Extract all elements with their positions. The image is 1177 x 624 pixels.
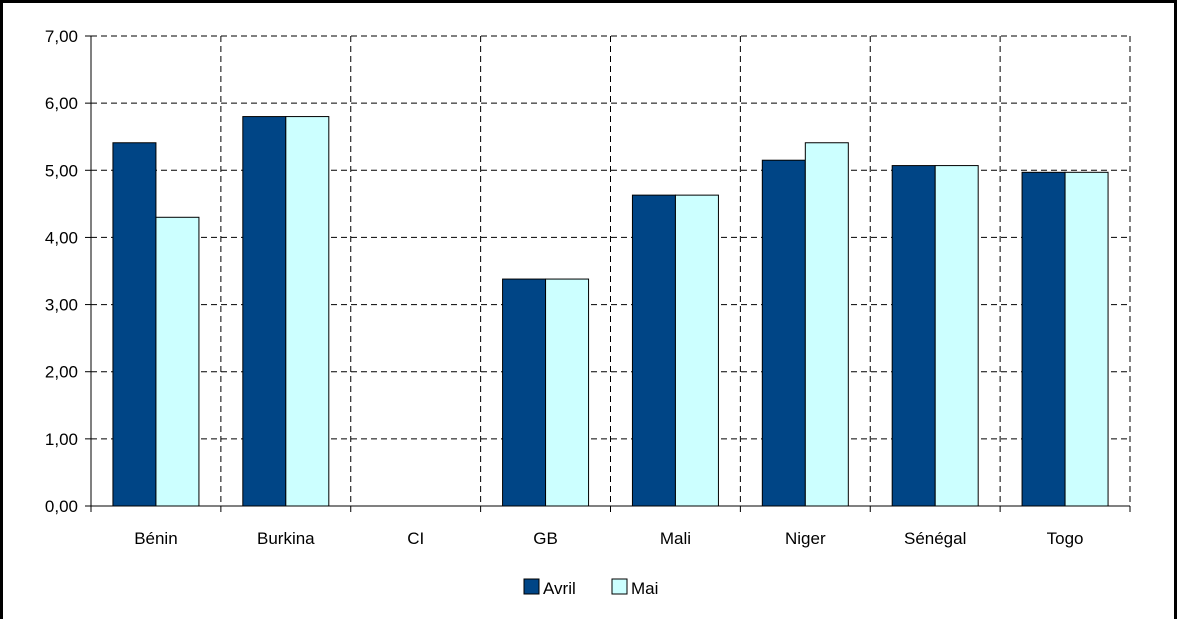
- bar-mai-6: [934, 165, 979, 507]
- x-category-label: Sénégal: [904, 529, 966, 548]
- bar-mai-0: [155, 216, 200, 507]
- bar-avril-3: [502, 278, 547, 507]
- x-category-label: Niger: [785, 529, 826, 548]
- x-category-label: Burkina: [257, 529, 315, 548]
- x-category-label: Bénin: [134, 529, 177, 548]
- bar-avril-6: [891, 165, 936, 507]
- bar-avril-7: [1021, 171, 1066, 507]
- y-tick-label: 3,00: [45, 296, 78, 315]
- legend-swatch-mai: [611, 578, 628, 595]
- legend: Avril Mai: [523, 578, 658, 598]
- y-axis-ticks: 0,00 1,00 2,00 3,00 4,00 5,00 6,00 7,00: [45, 27, 91, 516]
- bar-avril-0: [112, 142, 157, 507]
- x-category-label: CI: [407, 529, 424, 548]
- x-category-label: Togo: [1047, 529, 1084, 548]
- y-tick-label: 2,00: [45, 363, 78, 382]
- bars: [112, 116, 1109, 507]
- bar-avril-4: [631, 194, 676, 507]
- y-tick-label: 7,00: [45, 27, 78, 46]
- y-tick-label: 0,00: [45, 497, 78, 516]
- x-category-label: GB: [533, 529, 558, 548]
- bar-mai-4: [674, 194, 719, 507]
- bar-avril-1: [242, 116, 287, 507]
- y-tick-label: 6,00: [45, 94, 78, 113]
- x-axis-ticks: [90, 506, 1131, 512]
- bar-mai-5: [804, 142, 849, 507]
- bar-chart: 0,00 1,00 2,00 3,00 4,00 5,00 6,00 7,00 Bénin Bur…: [45, 27, 1131, 598]
- y-tick-label: 1,00: [45, 430, 78, 449]
- bar-mai-1: [285, 116, 330, 507]
- x-axis-labels: Bénin Burkina CI GB Mali Niger Sénégal Togo: [134, 529, 1083, 548]
- x-category-label: Mali: [660, 529, 691, 548]
- bar-mai-7: [1064, 171, 1109, 507]
- y-tick-label: 5,00: [45, 161, 78, 180]
- bar-mai-3: [545, 278, 590, 507]
- legend-swatch-avril: [523, 578, 540, 595]
- y-tick-label: 4,00: [45, 228, 78, 247]
- bar-avril-5: [761, 159, 806, 507]
- legend-label-mai: Mai: [631, 579, 658, 598]
- legend-label-avril: Avril: [543, 579, 576, 598]
